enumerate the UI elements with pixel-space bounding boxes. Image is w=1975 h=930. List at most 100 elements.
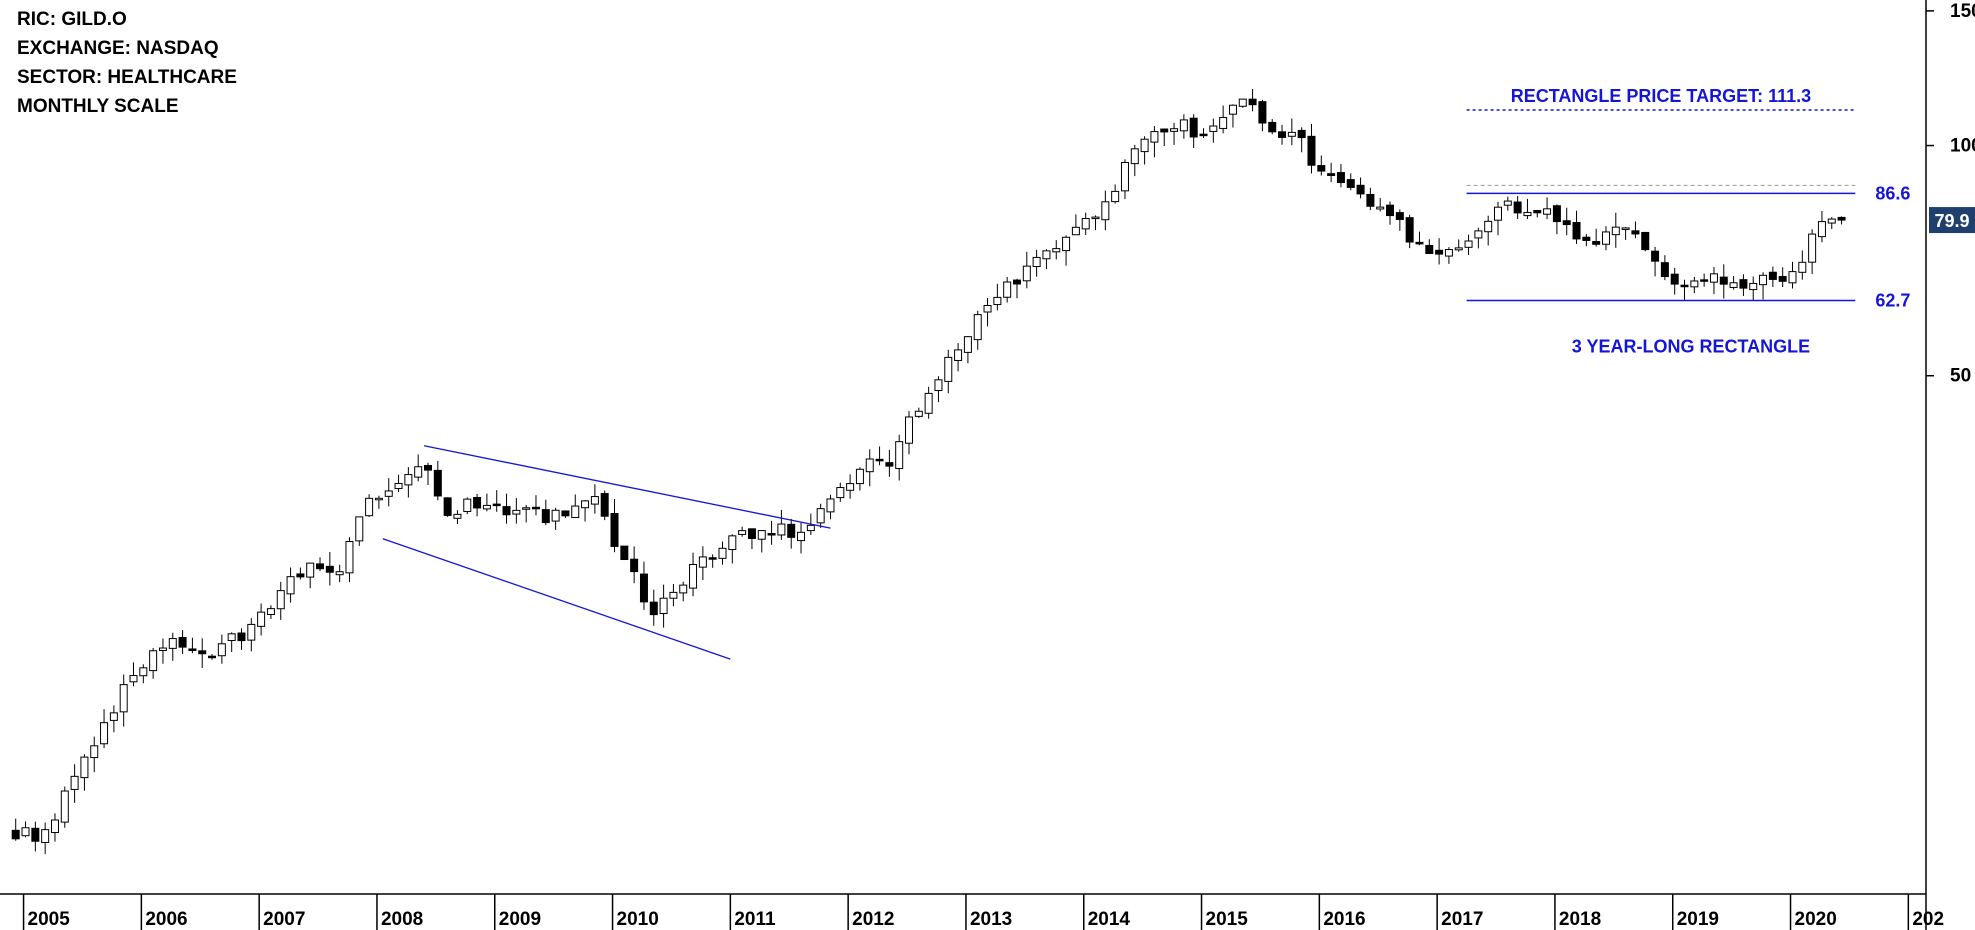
candle-body	[551, 509, 560, 522]
candle-body	[266, 608, 275, 616]
candle-body	[963, 336, 972, 353]
candle-body	[129, 675, 138, 683]
candle	[924, 386, 933, 419]
candle-body	[492, 503, 501, 507]
candle	[914, 407, 923, 418]
candle-body	[198, 650, 207, 655]
candle-body	[669, 591, 678, 599]
candle	[689, 552, 698, 597]
candle	[1543, 197, 1552, 220]
candle	[316, 557, 325, 572]
candle-body	[286, 576, 295, 595]
candle	[492, 490, 501, 512]
candle	[669, 583, 678, 607]
candle-body	[718, 547, 727, 559]
candle-body	[1778, 275, 1787, 282]
candle	[865, 449, 874, 487]
candle-body	[424, 464, 432, 471]
x-tick-label-2015: 2015	[1206, 909, 1249, 930]
candle-body	[797, 531, 806, 542]
candle	[374, 495, 383, 509]
candle-body	[276, 590, 285, 610]
x-axis: 2005 2006 2007 2008 2009 2010 2011 2012 2013 2014…	[0, 893, 1944, 930]
candle	[1278, 124, 1287, 145]
candle	[1376, 198, 1385, 212]
candle-body	[1346, 179, 1355, 188]
candle	[954, 343, 963, 372]
candle	[198, 638, 207, 668]
candle	[443, 497, 452, 517]
candle-body	[1739, 279, 1748, 289]
candle-body	[1327, 173, 1336, 177]
candle	[826, 494, 835, 520]
candle	[885, 449, 894, 477]
candle	[1150, 126, 1159, 158]
candle-body	[1582, 236, 1591, 241]
candle	[1022, 251, 1031, 289]
candle-body	[1523, 211, 1532, 217]
candle-body	[1690, 280, 1699, 288]
candle-body	[590, 496, 599, 505]
candle-body	[1700, 279, 1709, 282]
candle-body	[954, 349, 963, 361]
candle-body	[1062, 236, 1071, 252]
candle-body	[1729, 282, 1738, 288]
candle	[698, 546, 707, 581]
candle	[50, 813, 59, 842]
candle	[659, 584, 668, 628]
candle-body	[433, 469, 442, 497]
candle-body	[875, 458, 884, 462]
candle-body	[914, 410, 923, 417]
candle-body	[512, 509, 521, 515]
candle-body	[463, 498, 472, 512]
candle	[551, 507, 560, 530]
candle-body	[1022, 265, 1031, 282]
candle	[1012, 278, 1021, 299]
candle	[1101, 190, 1110, 231]
candle	[1317, 155, 1326, 176]
candle	[1307, 123, 1316, 174]
candle	[1238, 98, 1247, 108]
candle	[1464, 234, 1473, 256]
candle	[463, 497, 472, 515]
candle-body	[1199, 133, 1208, 137]
candle	[1219, 105, 1228, 134]
candle-body	[90, 745, 99, 759]
candle	[1297, 127, 1306, 153]
candle-body	[1601, 231, 1610, 245]
candle-body	[924, 392, 933, 414]
candle-body	[1307, 135, 1316, 166]
channel-upper-line	[423, 445, 831, 529]
candle-body	[1484, 220, 1493, 233]
candle-body	[1140, 138, 1149, 153]
candle-body	[561, 510, 570, 517]
candle-body	[1238, 98, 1247, 107]
candle	[934, 376, 943, 403]
candle	[1827, 217, 1836, 229]
candle-body	[1798, 261, 1807, 273]
candle-body	[1032, 256, 1041, 268]
candle	[757, 529, 766, 553]
candle	[1513, 196, 1522, 219]
candle	[502, 493, 511, 524]
candle	[1719, 264, 1728, 299]
candle	[90, 736, 99, 773]
candle-body	[1641, 231, 1650, 251]
candle-body	[1258, 101, 1267, 124]
candle	[728, 534, 737, 564]
candle-body	[620, 545, 629, 561]
candle	[1621, 227, 1630, 240]
candle-body	[698, 556, 707, 568]
candle	[561, 510, 570, 518]
candle	[1601, 226, 1610, 251]
candle	[1336, 164, 1345, 188]
candle-body	[1651, 250, 1660, 262]
candle	[846, 474, 855, 499]
candle-body	[208, 655, 217, 659]
candle	[1091, 215, 1100, 231]
candle	[1189, 114, 1198, 148]
candle	[60, 786, 69, 828]
candle	[1444, 247, 1453, 264]
candle	[1081, 212, 1090, 236]
candle	[217, 634, 226, 664]
